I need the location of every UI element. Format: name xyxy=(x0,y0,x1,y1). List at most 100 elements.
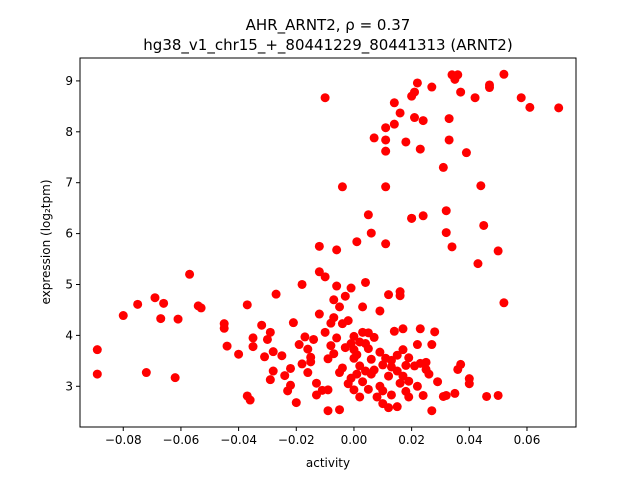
data-point xyxy=(369,365,379,375)
data-point xyxy=(268,347,278,357)
data-point xyxy=(418,116,428,126)
data-point xyxy=(516,93,526,103)
x-tick-label: 0.06 xyxy=(514,433,541,447)
data-point xyxy=(335,405,345,415)
data-point xyxy=(346,283,356,293)
data-point xyxy=(337,363,347,373)
data-point xyxy=(415,144,425,154)
data-point xyxy=(389,98,399,108)
data-point xyxy=(323,354,333,364)
data-point xyxy=(355,392,365,402)
data-point xyxy=(427,82,437,92)
data-point xyxy=(363,210,373,220)
x-axis-ticks: −0.08 −0.06 −0.04 −0.02 0.00 0.02 0.04 0.06 xyxy=(105,427,540,447)
data-point xyxy=(447,242,457,252)
data-point xyxy=(381,146,391,156)
data-point xyxy=(156,314,166,324)
data-point xyxy=(398,345,408,355)
data-point xyxy=(257,320,267,330)
data-point xyxy=(395,291,405,301)
data-point xyxy=(398,371,408,381)
data-point xyxy=(352,369,362,379)
data-point xyxy=(262,334,272,344)
data-point xyxy=(248,333,258,343)
data-point xyxy=(196,303,206,313)
data-point xyxy=(441,206,451,216)
data-point xyxy=(332,245,342,255)
data-point xyxy=(384,290,394,300)
y-tick-label: 6 xyxy=(65,227,73,241)
data-point xyxy=(329,349,339,359)
data-point xyxy=(369,332,379,342)
y-axis-ticks: 3 4 5 6 7 8 9 xyxy=(65,74,80,393)
data-point xyxy=(499,298,509,308)
data-point xyxy=(150,293,160,303)
data-point xyxy=(265,375,275,385)
y-tick-label: 7 xyxy=(65,176,73,190)
data-point xyxy=(412,340,422,350)
data-point xyxy=(375,347,385,357)
data-point xyxy=(349,331,359,341)
data-point xyxy=(311,378,321,388)
data-point xyxy=(355,361,365,371)
data-point xyxy=(410,87,420,97)
data-point xyxy=(456,359,466,369)
data-point xyxy=(320,272,330,282)
data-point xyxy=(470,93,480,103)
data-point xyxy=(493,390,503,400)
data-point xyxy=(392,402,402,412)
data-point xyxy=(363,384,373,394)
y-tick-label: 3 xyxy=(65,379,73,393)
data-point xyxy=(329,313,339,323)
data-point xyxy=(332,333,342,343)
data-point xyxy=(314,267,324,277)
x-tick-label: −0.08 xyxy=(105,433,142,447)
data-point xyxy=(288,318,298,328)
data-point xyxy=(329,295,339,305)
data-point xyxy=(314,241,324,251)
data-point xyxy=(421,357,431,367)
data-point xyxy=(384,371,394,381)
x-tick-label: −0.06 xyxy=(163,433,200,447)
data-point xyxy=(444,114,454,124)
y-axis-label: expression (log₂tpm) xyxy=(39,179,53,304)
data-point xyxy=(395,378,405,388)
data-point xyxy=(363,344,373,354)
data-point xyxy=(407,213,417,223)
data-point xyxy=(360,277,370,287)
data-point xyxy=(404,376,414,386)
x-tick-label: 0.00 xyxy=(341,433,368,447)
data-point xyxy=(554,103,564,113)
data-point xyxy=(366,354,376,364)
data-point xyxy=(450,388,460,398)
data-point xyxy=(260,352,270,362)
data-point xyxy=(415,324,425,334)
data-point xyxy=(294,340,304,350)
data-point xyxy=(441,228,451,238)
data-point xyxy=(323,406,333,416)
data-point xyxy=(404,392,414,402)
data-point xyxy=(389,119,399,129)
data-point xyxy=(427,406,437,416)
data-point xyxy=(369,133,379,143)
data-point xyxy=(268,366,278,376)
data-point xyxy=(482,391,492,401)
data-point xyxy=(173,314,183,324)
data-point xyxy=(444,135,454,145)
data-point xyxy=(309,334,319,344)
x-axis-label: activity xyxy=(306,456,350,470)
data-point xyxy=(375,306,385,316)
data-point xyxy=(386,355,396,365)
data-point xyxy=(372,392,382,402)
data-point xyxy=(352,350,362,360)
data-point xyxy=(441,390,451,400)
data-point xyxy=(438,162,448,172)
x-tick-label: 0.04 xyxy=(456,433,483,447)
x-tick-label: −0.04 xyxy=(220,433,257,447)
data-point xyxy=(320,327,330,337)
y-tick-label: 5 xyxy=(65,277,73,291)
data-point xyxy=(381,182,391,192)
data-point xyxy=(493,246,503,256)
data-point xyxy=(337,182,347,192)
data-point xyxy=(314,309,324,319)
